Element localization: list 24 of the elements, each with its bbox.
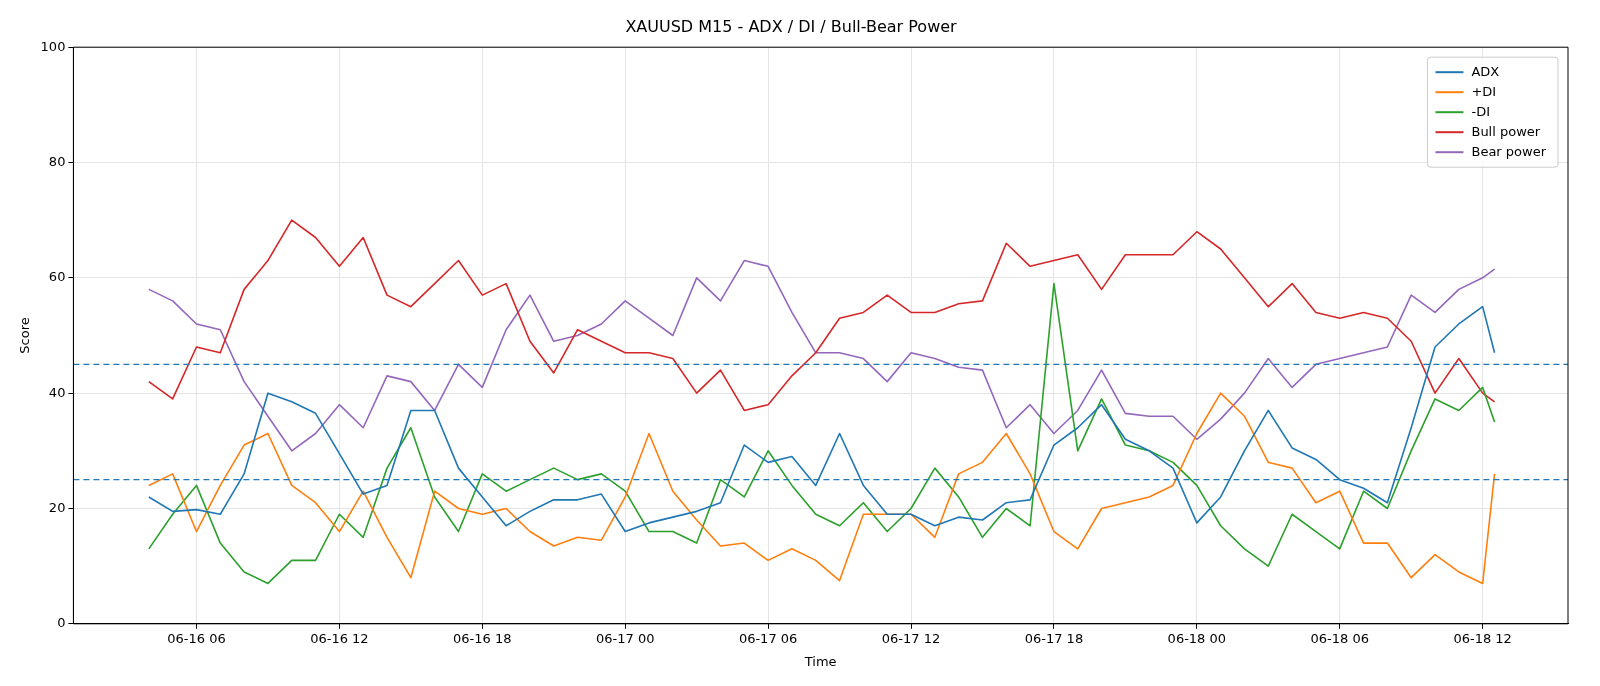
legend-label: Bear power: [1471, 143, 1547, 159]
legend-label: ADX: [1471, 63, 1500, 79]
y-tick-label: 40: [48, 384, 66, 400]
y-tick-label: 100: [40, 38, 66, 54]
y-tick-label: 0: [57, 615, 66, 631]
x-tick-label: 06-17 00: [595, 630, 655, 646]
x-tick-label: 06-18 06: [1310, 630, 1369, 646]
y-tick-label: 60: [48, 269, 66, 285]
chart-title: XAUUSD M15 - ADX / DI / Bull-Bear Power: [625, 16, 958, 36]
y-tick-label: 20: [48, 499, 66, 515]
x-tick-label: 06-18 12: [1453, 630, 1512, 646]
legend-label: Bull power: [1471, 123, 1541, 139]
legend-label: -DI: [1471, 103, 1491, 119]
x-tick-label: 06-17 12: [881, 630, 941, 646]
legend-label: +DI: [1471, 83, 1497, 99]
y-axis-title: Score: [17, 317, 33, 354]
x-tick-label: 06-17 18: [1024, 630, 1084, 646]
x-tick-label: 06-17 06: [738, 630, 798, 646]
x-tick-label: 06-16 06: [167, 630, 226, 646]
y-tick-label: 80: [48, 153, 66, 169]
x-tick-label: 06-16 18: [453, 630, 512, 646]
x-axis-title: Time: [803, 653, 837, 669]
x-tick-label: 06-18 00: [1167, 630, 1227, 646]
x-tick-label: 06-16 12: [310, 630, 369, 646]
